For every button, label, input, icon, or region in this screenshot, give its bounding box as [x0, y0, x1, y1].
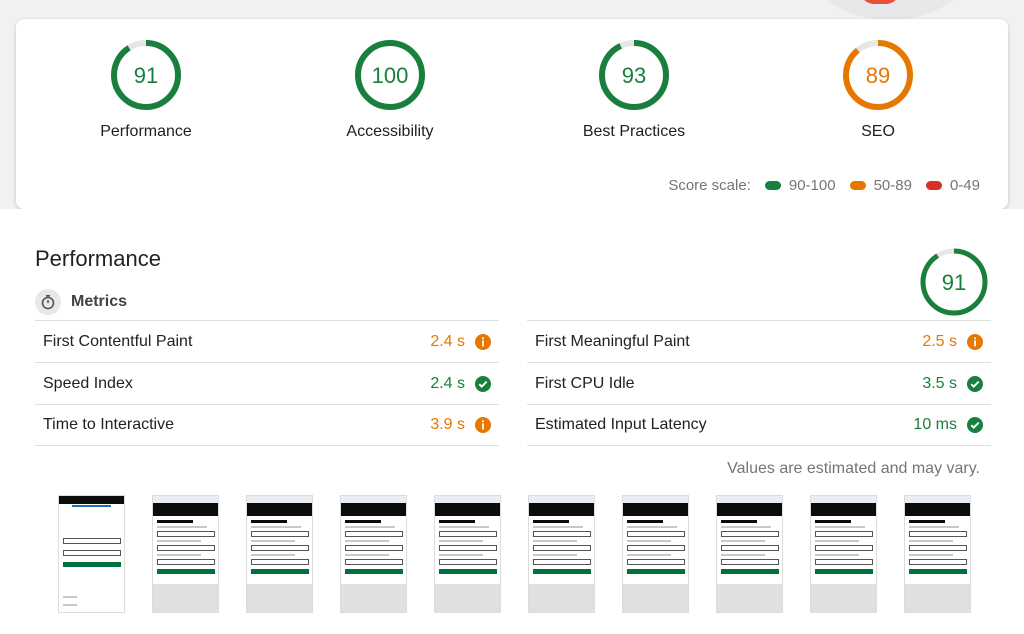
filmstrip-frame	[716, 495, 783, 613]
filmstrip-frame	[152, 495, 219, 613]
gauge-label: Accessibility	[346, 123, 434, 140]
metric-name: First CPU Idle	[535, 374, 635, 392]
metric-name: First Contentful Paint	[43, 332, 193, 350]
filmstrip-frame	[622, 495, 689, 613]
scale-item-pass: 90-100	[764, 177, 836, 194]
metric-row: Speed Index 2.4 s	[35, 362, 499, 404]
filmstrip	[58, 495, 971, 613]
metric-row: Estimated Input Latency 10 ms	[527, 404, 991, 446]
gauge-ring: 93	[599, 40, 669, 110]
metric-name: First Meaningful Paint	[535, 332, 690, 350]
filmstrip-frame	[58, 495, 125, 613]
check-circle-icon	[967, 417, 983, 433]
gauge-score: 93	[622, 63, 646, 88]
gauge-ring: 91	[111, 40, 181, 110]
green-pill-icon	[764, 181, 781, 190]
score-scale-label: Score scale:	[668, 177, 751, 194]
red-pill-icon	[925, 181, 942, 190]
metric-name: Speed Index	[43, 374, 133, 392]
gauge-label: SEO	[861, 123, 895, 140]
filmstrip-frame	[528, 495, 595, 613]
gauge-score: 89	[866, 63, 890, 88]
metric-row: First Meaningful Paint 2.5 s	[527, 320, 991, 362]
metric-row: First Contentful Paint 2.4 s	[35, 320, 499, 362]
orange-pill-icon	[849, 181, 866, 190]
filmstrip-frame	[904, 495, 971, 613]
summary-card: 91 Performance 100 Accessibility 93 Best…	[16, 19, 1008, 209]
gauge-ring: 89	[843, 40, 913, 110]
metric-row: Time to Interactive 3.9 s	[35, 404, 499, 446]
metric-name: Time to Interactive	[43, 416, 175, 433]
metrics-column-right: First Meaningful Paint 2.5 s First CPU Idl…	[527, 320, 991, 446]
info-circle-icon	[475, 333, 491, 350]
filmstrip-frame	[810, 495, 877, 613]
section-title: Performance	[35, 246, 161, 271]
metric-value: 2.5 s	[922, 332, 957, 350]
estimate-note: Values are estimated and may vary.	[727, 460, 980, 477]
filmstrip-frame	[434, 495, 501, 613]
filmstrip-frame	[340, 495, 407, 613]
filmstrip-frame	[246, 495, 313, 613]
scale-item-average: 50-89	[849, 177, 912, 194]
background-decoration-accent	[860, 0, 900, 4]
check-circle-icon	[475, 375, 491, 392]
info-circle-icon	[475, 417, 491, 433]
metric-row: First CPU Idle 3.5 s	[527, 362, 991, 404]
gauge-accessibility[interactable]: 100 Accessibility	[300, 37, 480, 141]
score-scale: Score scale: 90-100 50-89 0-49	[668, 177, 980, 194]
metrics-column-left: First Contentful Paint 2.4 s Speed Index 2.…	[35, 320, 499, 446]
metric-name: Estimated Input Latency	[535, 416, 707, 433]
performance-section: Performance 91 Metrics First Contentful …	[0, 209, 1024, 634]
gauge-seo[interactable]: 89 SEO	[788, 37, 968, 141]
gauge-best-practices[interactable]: 93 Best Practices	[544, 37, 724, 141]
metric-value: 3.5 s	[922, 374, 957, 392]
gauge-score: 100	[372, 63, 409, 88]
gauge-performance[interactable]: 91 Performance	[56, 37, 236, 141]
stopwatch-icon	[35, 289, 61, 315]
scale-range: 0-49	[949, 177, 980, 194]
metrics-header: Metrics	[35, 289, 127, 315]
metric-value: 10 ms	[913, 416, 957, 433]
gauge-label: Performance	[100, 123, 192, 140]
check-circle-icon	[967, 375, 983, 392]
metric-value: 2.4 s	[430, 374, 465, 392]
scale-range: 50-89	[873, 177, 912, 194]
metric-value: 2.4 s	[430, 332, 465, 350]
gauge-score: 91	[134, 63, 158, 88]
performance-gauge: 91	[920, 248, 988, 316]
scale-item-fail: 0-49	[925, 177, 980, 194]
scale-range: 90-100	[788, 177, 836, 194]
gauge-label: Best Practices	[582, 123, 686, 140]
info-circle-icon	[967, 333, 983, 350]
metric-value: 3.9 s	[430, 416, 465, 433]
metrics-title: Metrics	[71, 293, 128, 310]
performance-score: 91	[942, 270, 966, 295]
gauge-ring: 100	[355, 40, 425, 110]
